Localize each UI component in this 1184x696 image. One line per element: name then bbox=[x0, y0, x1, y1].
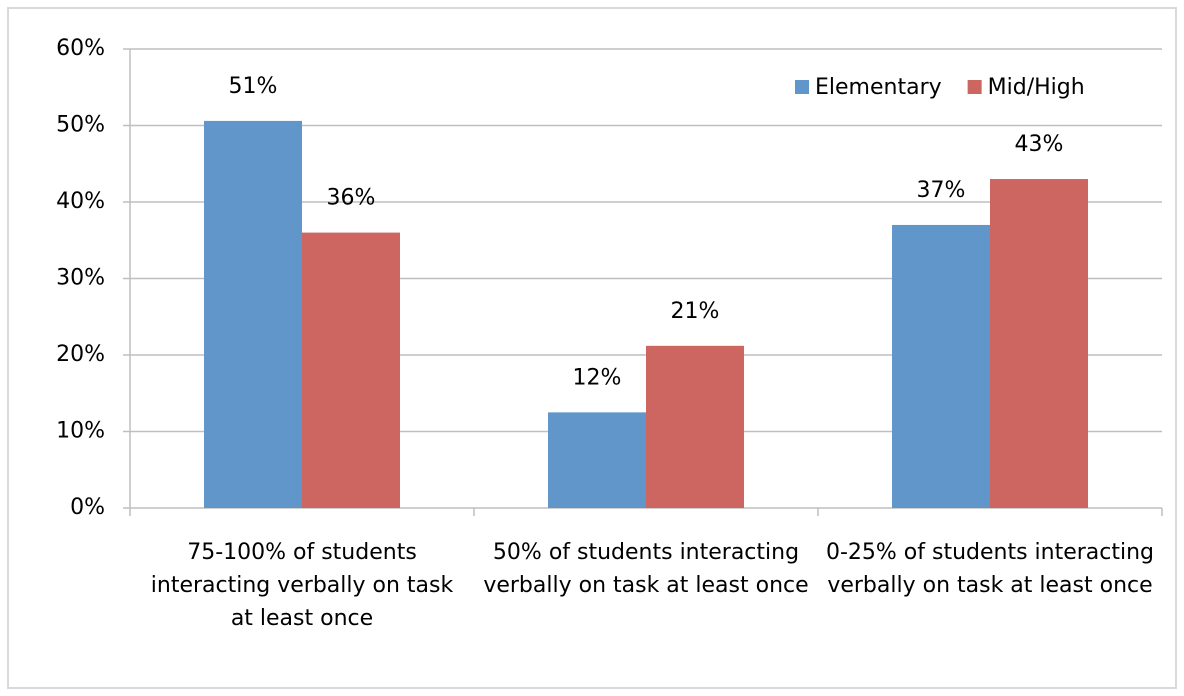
y-tick-label: 40% bbox=[56, 189, 105, 214]
value-label: 37% bbox=[917, 178, 966, 203]
y-tick-label: 10% bbox=[56, 419, 105, 444]
value-label: 51% bbox=[229, 74, 278, 99]
legend-swatch bbox=[967, 80, 982, 94]
x-tick-label: 50% of students interacting verbally on … bbox=[483, 540, 809, 598]
value-label: 21% bbox=[671, 299, 720, 324]
value-label: 43% bbox=[1015, 132, 1064, 157]
x-tick-label: 75-100% of students interacting verbally… bbox=[150, 540, 454, 631]
y-tick-label: 30% bbox=[56, 266, 105, 291]
bar bbox=[548, 412, 646, 508]
y-tick-label: 20% bbox=[56, 342, 105, 367]
legend-label: Mid/High bbox=[988, 75, 1085, 100]
y-tick-label: 50% bbox=[56, 113, 105, 138]
bar bbox=[646, 345, 744, 508]
bar bbox=[892, 224, 990, 508]
value-label: 12% bbox=[573, 365, 622, 390]
bar bbox=[302, 232, 400, 508]
y-tick-label: 60% bbox=[56, 36, 105, 61]
y-tick-label: 0% bbox=[70, 495, 105, 520]
x-tick-label: 0-25% of students interacting verbally o… bbox=[825, 540, 1155, 598]
bar bbox=[990, 179, 1088, 509]
bar bbox=[204, 120, 302, 508]
legend-label: Elementary bbox=[815, 75, 942, 100]
legend-swatch bbox=[795, 80, 809, 94]
value-label: 36% bbox=[327, 186, 376, 211]
